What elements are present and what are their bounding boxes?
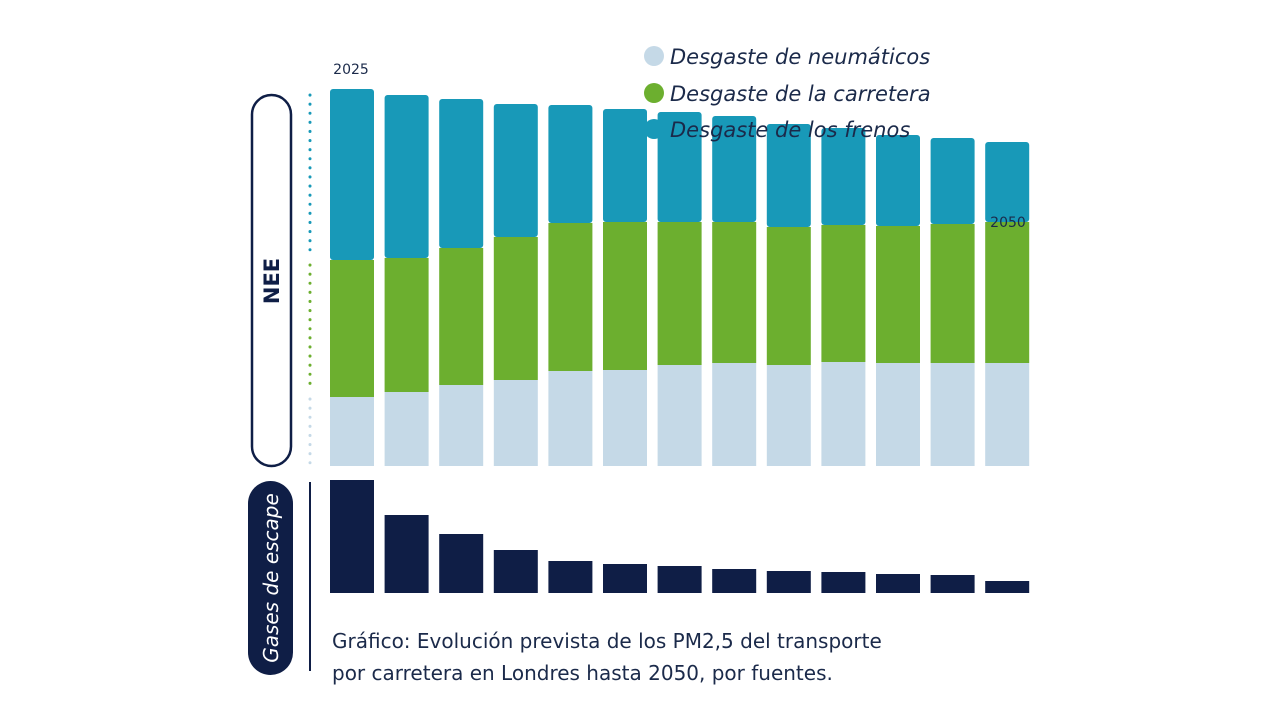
bar-desgaste-de-neumaticos-4 bbox=[548, 371, 593, 466]
bar-desgaste-de-la-carretera-6 bbox=[657, 222, 702, 365]
bar-desgaste-de-los-frenos-10 bbox=[876, 135, 920, 226]
bar-gases-de-escape-5 bbox=[603, 564, 647, 593]
bar-desgaste-de-la-carretera-0 bbox=[330, 260, 374, 397]
bar-desgaste-de-neumaticos-2 bbox=[439, 385, 484, 466]
caption-line-1: Gráfico: Evolución prevista de los PM2,5… bbox=[332, 629, 882, 653]
bar-desgaste-de-neumaticos-8 bbox=[766, 365, 811, 466]
exhaust-label: Gases de escape bbox=[259, 493, 283, 663]
legend: Desgaste de neumáticos Desgaste de la ca… bbox=[644, 45, 931, 142]
exhaust-pill bbox=[248, 481, 293, 675]
bar-gases-de-escape-3 bbox=[493, 550, 538, 593]
bar-desgaste-de-neumaticos-0 bbox=[330, 397, 374, 466]
bar-gases-de-escape-2 bbox=[439, 534, 484, 593]
bar-gases-de-escape-8 bbox=[766, 571, 811, 593]
bar-desgaste-de-neumaticos-5 bbox=[603, 370, 647, 466]
bar-desgaste-de-la-carretera-5 bbox=[603, 222, 647, 370]
bar-desgaste-de-neumaticos-12 bbox=[985, 363, 1030, 466]
bar-desgaste-de-la-carretera-7 bbox=[712, 222, 757, 363]
bar-desgaste-de-los-frenos-3 bbox=[493, 104, 538, 237]
bar-desgaste-de-los-frenos-12 bbox=[985, 142, 1030, 222]
bars-layer bbox=[330, 89, 1030, 593]
bar-desgaste-de-neumaticos-6 bbox=[657, 365, 702, 466]
bar-desgaste-de-los-frenos-1 bbox=[384, 95, 429, 258]
bar-desgaste-de-los-frenos-11 bbox=[930, 138, 975, 224]
bar-desgaste-de-la-carretera-3 bbox=[493, 237, 538, 380]
legend-label-road: Desgaste de la carretera bbox=[670, 82, 931, 106]
bar-desgaste-de-los-frenos-7 bbox=[712, 116, 757, 222]
bar-desgaste-de-la-carretera-4 bbox=[548, 223, 593, 371]
bar-desgaste-de-neumaticos-10 bbox=[876, 363, 920, 466]
bar-desgaste-de-la-carretera-8 bbox=[766, 227, 811, 365]
bar-desgaste-de-la-carretera-1 bbox=[384, 258, 429, 392]
bar-desgaste-de-neumaticos-1 bbox=[384, 392, 429, 466]
end-year-label: 2050 bbox=[990, 215, 1026, 231]
bar-desgaste-de-los-frenos-2 bbox=[439, 99, 484, 248]
bar-desgaste-de-la-carretera-11 bbox=[930, 224, 975, 363]
bar-gases-de-escape-10 bbox=[876, 574, 920, 593]
bar-desgaste-de-neumaticos-7 bbox=[712, 363, 757, 466]
bar-desgaste-de-los-frenos-8 bbox=[766, 124, 811, 227]
bar-gases-de-escape-0 bbox=[330, 480, 374, 593]
bar-desgaste-de-los-frenos-4 bbox=[548, 105, 593, 223]
start-year-label: 2025 bbox=[333, 62, 369, 78]
bar-gases-de-escape-4 bbox=[548, 561, 593, 593]
bar-gases-de-escape-6 bbox=[657, 566, 702, 593]
legend-label-tyre: Desgaste de neumáticos bbox=[670, 45, 930, 69]
legend-swatch-brake bbox=[644, 119, 664, 139]
nee-label: NEE bbox=[260, 258, 284, 304]
legend-swatch-tyre bbox=[644, 46, 664, 66]
bar-desgaste-de-los-frenos-5 bbox=[603, 109, 647, 222]
bar-desgaste-de-los-frenos-6 bbox=[657, 112, 702, 222]
bar-desgaste-de-la-carretera-9 bbox=[821, 225, 866, 362]
bar-gases-de-escape-1 bbox=[384, 515, 429, 593]
legend-swatch-road bbox=[644, 83, 664, 103]
caption-line-2: por carretera en Londres hasta 2050, por… bbox=[332, 661, 833, 685]
bar-desgaste-de-los-frenos-0 bbox=[330, 89, 374, 260]
bar-gases-de-escape-9 bbox=[821, 572, 866, 593]
bar-gases-de-escape-12 bbox=[985, 581, 1030, 593]
bar-gases-de-escape-7 bbox=[712, 569, 757, 593]
bar-desgaste-de-la-carretera-12 bbox=[985, 222, 1030, 363]
bar-desgaste-de-los-frenos-9 bbox=[821, 128, 866, 225]
bar-desgaste-de-neumaticos-11 bbox=[930, 363, 975, 466]
bar-desgaste-de-la-carretera-10 bbox=[876, 226, 920, 363]
legend-label-brake: Desgaste de los frenos bbox=[670, 118, 910, 142]
bar-desgaste-de-neumaticos-3 bbox=[493, 380, 538, 466]
bar-desgaste-de-neumaticos-9 bbox=[821, 362, 866, 466]
bar-gases-de-escape-11 bbox=[930, 575, 975, 593]
nee-bracket bbox=[250, 93, 293, 468]
bar-desgaste-de-la-carretera-2 bbox=[439, 248, 484, 385]
